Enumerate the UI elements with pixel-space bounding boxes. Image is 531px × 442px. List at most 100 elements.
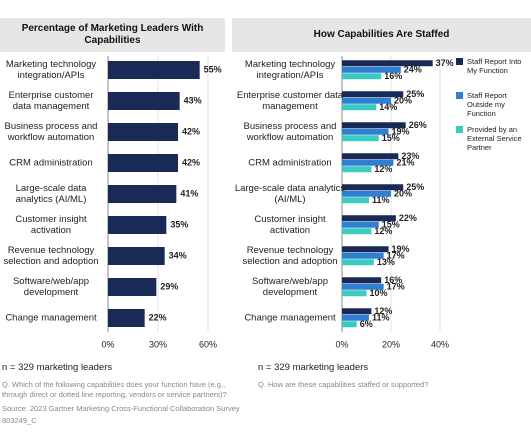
x-tick-label: 40% (431, 339, 449, 349)
category-label: CRM administration (9, 157, 93, 169)
bar (342, 215, 396, 222)
value-label: 6% (360, 319, 373, 329)
value-label: 43% (184, 95, 202, 105)
bar (342, 259, 374, 266)
bar (342, 122, 406, 129)
bar (342, 321, 357, 328)
value-label: 29% (160, 281, 178, 291)
bar (108, 185, 177, 203)
category-label: Enterprise customer data management (236, 90, 344, 112)
category-label: Enterprise customer data management (8, 90, 94, 112)
category-label: CRM administration (248, 157, 332, 169)
value-label: 21% (396, 157, 414, 167)
bar (342, 252, 384, 259)
bar (108, 61, 200, 79)
bar (342, 159, 394, 166)
bar (342, 166, 372, 173)
category-label: Software/web/app development (251, 276, 329, 298)
value-label: 19% (392, 244, 410, 254)
legend-label: Staff Report Outside my Function (467, 91, 507, 118)
value-label: 42% (182, 126, 200, 136)
value-label: 34% (169, 250, 187, 260)
bar (342, 197, 369, 204)
value-label: 41% (180, 188, 198, 198)
category-label: Revenue technology selection and adoptio… (3, 245, 99, 267)
value-label: 42% (182, 157, 200, 167)
bar (342, 153, 399, 160)
value-label: 11% (372, 312, 390, 322)
bar (342, 283, 384, 290)
bar (342, 314, 369, 321)
bar (342, 66, 401, 73)
bar (108, 247, 165, 265)
category-label: Large-scale data analytics (AI/ML) (15, 183, 87, 205)
value-label: 20% (394, 95, 412, 105)
category-label: Business process and workflow automation (243, 121, 337, 143)
value-label: 23% (401, 151, 419, 161)
bar (108, 216, 167, 234)
legend-swatch (456, 126, 463, 133)
bar (342, 104, 377, 111)
value-label: 20% (394, 188, 412, 198)
sample-note: n = 329 marketing leaders (2, 362, 113, 373)
code-note: 803249_C (2, 416, 37, 425)
value-label: 17% (387, 281, 405, 291)
value-label: 19% (392, 126, 410, 136)
value-label: 15% (382, 133, 400, 143)
question-note: Q. Which of the following capabilities d… (2, 380, 227, 399)
bar (342, 246, 389, 253)
value-label: 22% (399, 213, 417, 223)
value-label: 25% (406, 89, 424, 99)
value-label: 11% (372, 195, 390, 205)
category-label: Software/web/app development (12, 276, 90, 298)
category-label: Marketing technology integration/APIs (5, 59, 97, 81)
chart-title: Percentage of Marketing Leaders With Cap… (0, 18, 225, 52)
x-tick-label: 20% (382, 339, 400, 349)
category-label: Revenue technology selection and adoptio… (242, 245, 338, 267)
value-label: 15% (382, 219, 400, 229)
value-label: 35% (170, 219, 188, 229)
bar (342, 128, 389, 135)
bar (108, 123, 178, 141)
bar (342, 73, 382, 80)
bar (108, 92, 180, 110)
value-label: 16% (384, 71, 402, 81)
value-label: 55% (204, 64, 222, 74)
bar (108, 154, 178, 172)
value-label: 12% (374, 226, 392, 236)
value-label: 17% (387, 250, 405, 260)
x-tick-label: 0% (101, 339, 114, 349)
x-tick-label: 0% (335, 339, 348, 349)
bar (342, 308, 372, 315)
category-label: Business process and workflow automation (4, 121, 98, 143)
bar (342, 97, 391, 104)
value-label: 16% (384, 275, 402, 285)
value-label: 10% (370, 288, 388, 298)
bar (108, 309, 145, 327)
category-label: Marketing technology integration/APIs (244, 59, 336, 81)
value-label: 12% (374, 306, 392, 316)
value-label: 24% (404, 64, 422, 74)
x-tick-label: 30% (149, 339, 167, 349)
category-label: Large-scale data analytics (AI/ML) (234, 183, 346, 205)
bar (342, 228, 372, 235)
legend-swatch (456, 58, 463, 65)
legend-label: Staff Report Into My Function (467, 57, 522, 75)
bar (342, 290, 367, 297)
value-label: 14% (379, 102, 397, 112)
chart-title: How Capabilities Are Staffed (232, 18, 531, 52)
bar (342, 60, 433, 67)
bar (342, 221, 379, 228)
category-label: Change management (244, 312, 336, 324)
x-tick-label: 60% (199, 339, 217, 349)
value-label: 13% (377, 257, 395, 267)
bar (342, 184, 404, 191)
question-note: Q. How are these capabilities staffed or… (258, 380, 429, 389)
bar (342, 91, 404, 98)
legend-label: Provided by an External Service Partner (467, 125, 522, 152)
category-label: Change management (5, 312, 97, 324)
sample-note: n = 329 marketing leaders (258, 362, 369, 373)
bar (342, 190, 391, 197)
